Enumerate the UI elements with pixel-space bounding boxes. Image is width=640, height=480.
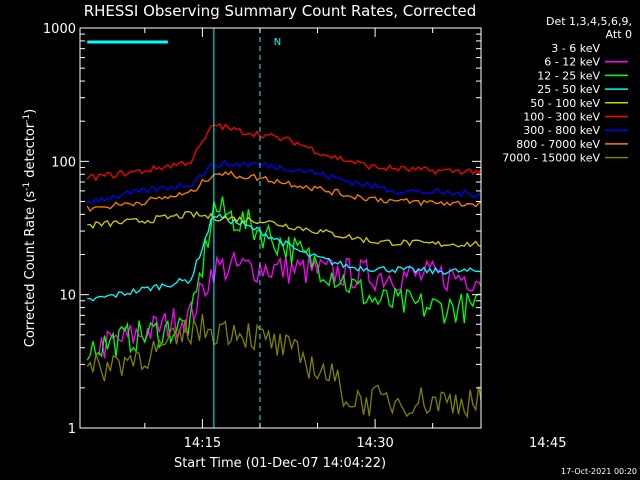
legend-label-2: 12 - 25 keV <box>537 69 600 82</box>
footer-timestamp: 17-Oct-2021 00:20 <box>561 467 637 476</box>
legend-label-6: 300 - 800 keV <box>523 124 600 137</box>
y-tick-label-3: 1000 <box>43 22 76 37</box>
x-tick-label-0: 14:15 <box>184 436 221 451</box>
legend-label-1: 6 - 12 keV <box>544 56 600 69</box>
y-axis-label: Corrected Count Rate (s-1 detector-1) <box>22 109 38 347</box>
y-axis-label-part1: Corrected Count Rate (s <box>23 191 38 348</box>
legend-header-line1: Det 1,3,4,5,6,9, <box>546 15 632 28</box>
series-line-6 <box>86 160 481 204</box>
legend-label-0: 3 - 6 keV <box>551 42 600 55</box>
legend-label-3: 25 - 50 keV <box>537 83 600 96</box>
x-tick-label-2: 14:45 <box>529 436 566 451</box>
series-line-2 <box>86 196 481 361</box>
y-tick-label-0: 1 <box>68 422 76 437</box>
series-line-1 <box>98 250 481 359</box>
legend-label-7: 800 - 7000 keV <box>516 138 600 151</box>
series-layer <box>86 122 481 419</box>
legend-label-4: 50 - 100 keV <box>530 97 600 110</box>
series-line-0 <box>98 306 481 383</box>
plot-frame <box>79 27 482 429</box>
y-axis-label-part3: ) <box>23 109 38 114</box>
legend-header-line2: Att 0 <box>606 28 632 41</box>
legend-label-8: 7000 - 15000 keV <box>502 152 600 165</box>
series-line-7 <box>86 170 481 213</box>
series-line-4 <box>87 210 481 248</box>
n-marker-label: N <box>274 37 281 48</box>
series-line-3 <box>87 213 481 302</box>
series-line-5 <box>86 122 481 182</box>
legend-label-5: 100 - 300 keV <box>523 111 600 124</box>
x-axis-label: Start Time (01-Dec-07 14:04:22) <box>174 456 386 471</box>
y-tick-label-2: 100 <box>51 155 76 170</box>
series-line-8 <box>86 314 481 419</box>
chart-title: RHESSI Observing Summary Count Rates, Co… <box>84 2 477 20</box>
y-axis-label-sup2: -1 <box>22 114 32 123</box>
y-axis-label-sup1: -1 <box>22 182 32 191</box>
y-tick-label-1: 10 <box>59 289 76 304</box>
overlay-layer: N <box>87 28 281 428</box>
y-axis-label-part2: detector <box>23 122 38 182</box>
x-tick-label-1: 14:30 <box>356 436 393 451</box>
